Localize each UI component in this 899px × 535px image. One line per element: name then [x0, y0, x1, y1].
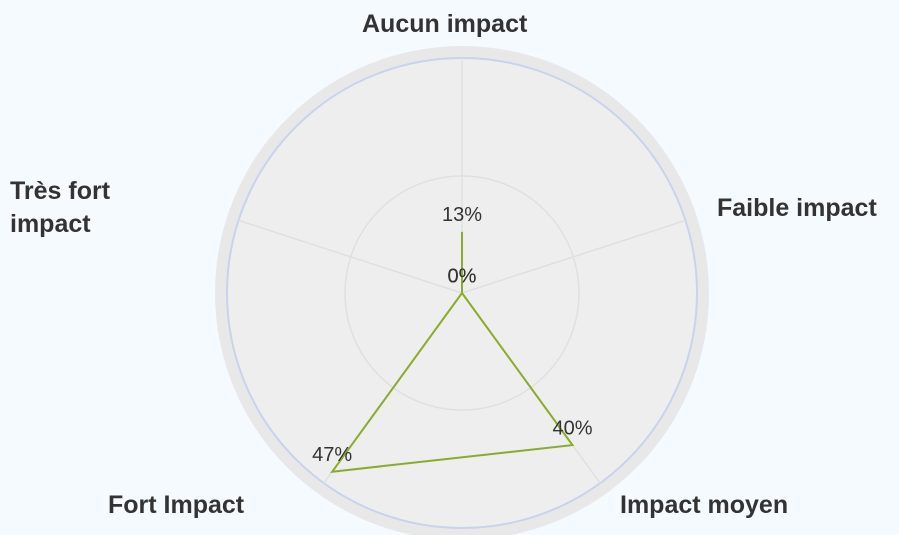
spoke [461, 219, 686, 294]
data-label: 47% [312, 444, 352, 466]
data-label: 0% [448, 265, 477, 287]
data-label: 0% [448, 265, 477, 287]
category-label: Impact moyen [620, 491, 789, 519]
category-label: Aucun impact [362, 10, 528, 38]
spoke [238, 219, 463, 294]
data-label: 40% [552, 417, 592, 439]
series-line [330, 231, 575, 473]
category-label: Très fort impact [10, 177, 111, 238]
category-label: Faible impact [717, 194, 877, 222]
data-label: 13% [442, 204, 482, 226]
category-label: Fort Impact [108, 491, 245, 519]
